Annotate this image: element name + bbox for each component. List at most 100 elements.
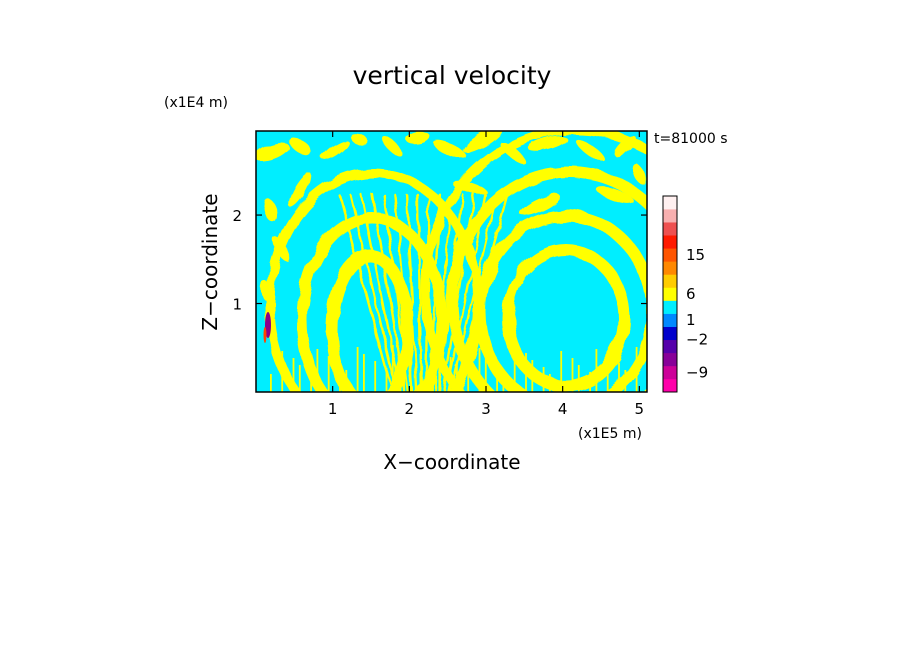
bottom-streak-0 [270,374,272,392]
positive-arc-3 [446,166,647,392]
colorbar-swatch-3 [663,339,677,354]
x-axis: 1 2 3 4 5 [328,131,644,418]
fan-streak-15 [453,193,509,392]
bottom-streak-18 [438,350,441,392]
bottom-streak-16 [420,366,423,392]
upper-blob-17 [263,198,277,222]
colorbar-label-2: 1 [686,311,696,329]
fan-streak-8 [424,193,431,392]
upper-blob-3 [350,134,370,146]
y-axis: 12 [232,207,647,314]
bottom-streak-23 [484,355,487,392]
bottom-streak-8 [345,370,348,392]
bottom-streak-38 [624,370,627,392]
bottom-streak-7 [339,363,341,392]
bottom-streak-21 [467,371,470,392]
bottom-streak-13 [391,345,394,392]
upper-blob-4 [381,135,403,157]
colorbar-swatch-13 [663,209,677,223]
colorbar-swatch-8 [663,274,677,288]
colorbar-label-4: 15 [686,246,705,264]
upper-blob-18 [273,237,291,263]
bottom-streak-14 [403,352,405,392]
upper-blob-1 [289,138,311,154]
colorbar-swatch-14 [663,196,677,210]
fan-streak-9 [428,193,442,392]
colorbar-swatch-1 [663,365,677,380]
bottom-streak-25 [502,369,505,392]
fan-streak-14 [449,193,498,392]
bottom-streak-36 [606,356,609,392]
positive-band-layer [256,131,647,392]
chart-title: vertical velocity [353,61,552,90]
bottom-streak-15 [409,359,412,392]
positive-arc-1 [502,244,630,392]
velocity-field [256,131,647,392]
colorbar-swatch-2 [663,352,677,367]
bottom-streak-10 [363,354,365,392]
x-tick-label-4: 5 [635,400,645,418]
upper-blob-14 [519,194,561,216]
colorbar-frame [662,195,678,393]
bottom-streak-30 [549,374,551,392]
bottom-streak-39 [635,347,638,392]
colorbar-label-0: −9 [686,363,708,381]
x-scale-label: (x1E5 m) [578,426,642,442]
upper-blob-7 [462,131,502,153]
colorbar-swatch-9 [663,261,677,275]
bottom-streak-37 [618,363,620,392]
bottom-streak-22 [478,348,481,392]
x-axis-label: X−coordinate [383,450,520,474]
bottom-streak-24 [496,362,498,392]
negative-core-cell [265,312,271,338]
y-axis-label: Z−coordinate [198,193,222,330]
y-tick-label-1: 2 [232,207,242,225]
bottom-streak-17 [432,373,434,392]
colorbar-swatch-12 [663,222,677,236]
bottom-streak-28 [531,360,534,392]
bottom-streak-33 [577,365,580,392]
time-label: t=81000 s [654,131,728,147]
upper-blob-6 [433,140,467,160]
colorbar-swatch-10 [663,248,677,262]
bottom-streak-1 [281,351,284,392]
upper-blob-0 [256,142,290,162]
colorbar: −9 −2 1 6 15 [662,195,708,393]
colorbar-swatch-11 [663,235,677,249]
bottom-streak-19 [449,357,452,392]
fan-streak-13 [445,193,487,392]
positive-core-cell [263,327,267,343]
fan-streak-11 [437,193,465,392]
y-scale-label: (x1E4 m) [164,95,228,111]
upper-blob-11 [613,135,637,157]
positive-arc-left-2 [296,212,448,392]
colorbar-swatch-7 [663,287,677,301]
x-tick-label-1: 2 [405,400,415,418]
plot-frame [255,130,648,393]
y-tick-label-0: 1 [232,296,242,314]
bottom-streak-20 [456,364,458,392]
colorbar-swatch-0 [663,378,677,393]
bottom-streak-11 [374,361,377,392]
fan-streak-0 [338,193,394,392]
bottom-streak-2 [292,358,295,392]
upper-blob-12 [634,165,646,185]
colorbar-label-1: −2 [686,331,708,349]
upper-blob-2 [321,139,349,161]
bottom-streak-35 [595,349,598,392]
fan-streak-7 [416,193,423,392]
bottom-streak-29 [542,367,545,392]
colorbar-swatch-6 [663,300,677,314]
bottom-streak-3 [298,365,301,392]
colorbar-swatch-4 [663,326,677,341]
bottom-streak-27 [525,353,527,392]
fan-streak-12 [441,193,476,392]
bottom-streak-9 [356,347,359,392]
bottom-streak-12 [385,368,388,392]
upper-blob-13 [596,186,634,204]
upper-blob-19 [259,280,271,300]
fan-streak-10 [432,193,453,392]
bottom-streak-31 [560,351,563,392]
upper-blob-10 [574,138,606,162]
